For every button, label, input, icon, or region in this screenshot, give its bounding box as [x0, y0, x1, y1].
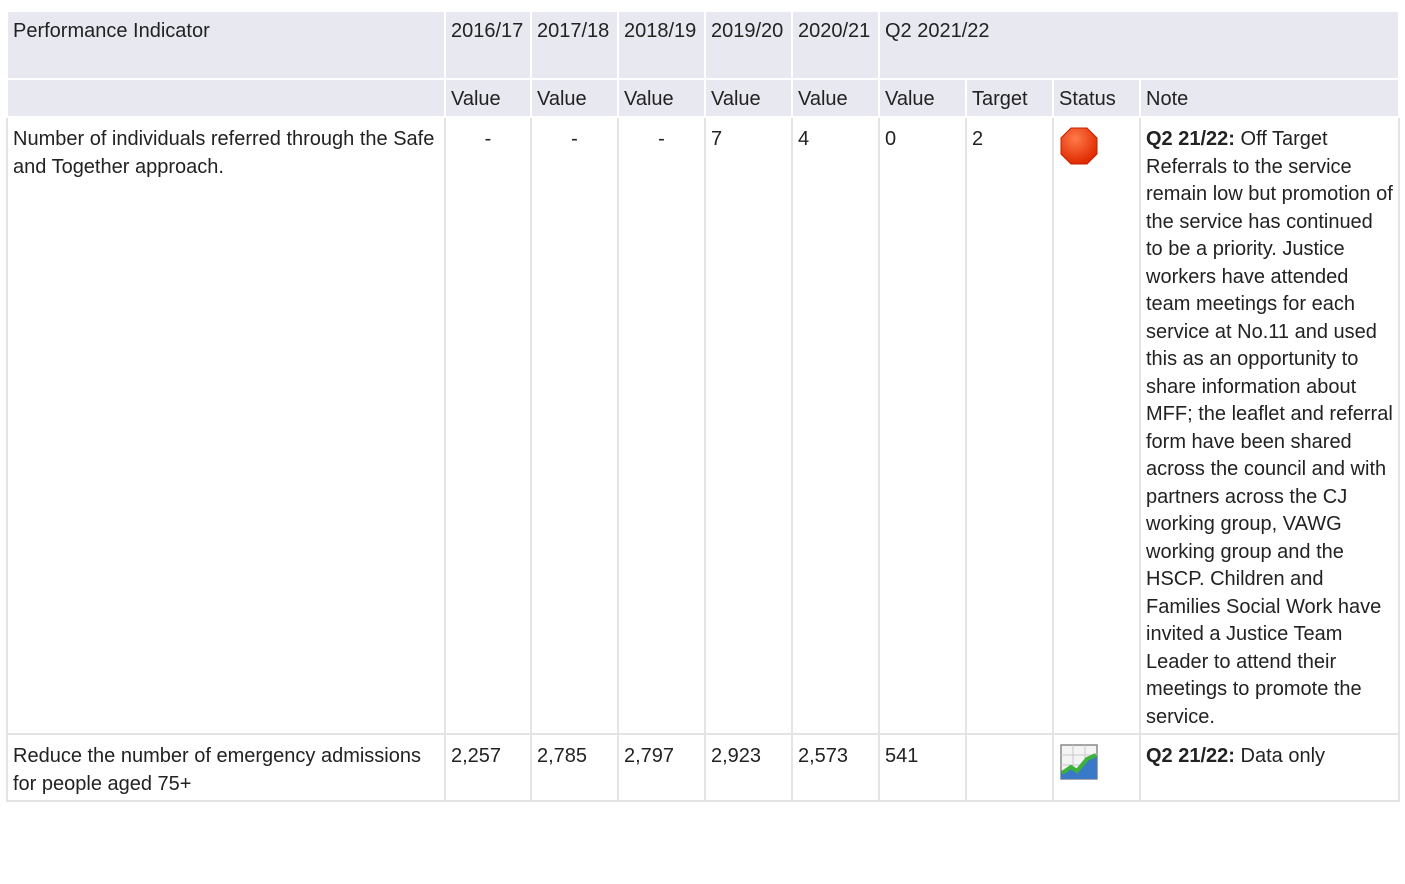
data-row: Number of individuals referred through t…: [6, 116, 1401, 735]
status-off-target-icon: [1060, 127, 1098, 165]
data-row: Reduce the number of emergency admission…: [6, 733, 1401, 802]
value: -: [530, 116, 619, 735]
value: 2,785: [530, 733, 619, 802]
subheader: Status: [1052, 78, 1141, 118]
period-header: 2016/17: [444, 10, 532, 80]
value: 7: [704, 116, 793, 735]
performance-table: Performance Indicator 2016/17 2017/18 20…: [6, 10, 1401, 802]
subheader: Value: [530, 78, 619, 118]
subheader: Value: [704, 78, 793, 118]
subheader: Value: [617, 78, 706, 118]
indicator: Reduce the number of emergency admission…: [6, 733, 446, 802]
value: 2,573: [791, 733, 880, 802]
indicator: Number of individuals referred through t…: [6, 116, 446, 735]
value: 2,923: [704, 733, 793, 802]
note: Q2 21/22: Off Target Referrals to the se…: [1138, 116, 1401, 735]
subheader-row: Value Value Value Value Value Value Targ…: [6, 78, 1401, 118]
note-text: Off Target Referrals to the service rema…: [1146, 128, 1393, 728]
value: 0: [878, 116, 967, 735]
subheader: Value: [444, 78, 532, 118]
target: [965, 733, 1054, 802]
note-label: Q2 21/22:: [1146, 128, 1235, 150]
subheader: Value: [791, 78, 880, 118]
status-data-only-icon: [1060, 744, 1098, 780]
header-row: Performance Indicator 2016/17 2017/18 20…: [6, 10, 1401, 80]
period-header: 2018/19: [617, 10, 706, 80]
note: Q2 21/22: Data only: [1138, 733, 1401, 802]
period-header: 2017/18: [530, 10, 619, 80]
empty-header: [6, 78, 446, 118]
period-header: Q2 2021/22: [877, 10, 1401, 80]
subheader: Value: [878, 78, 967, 118]
target: 2: [965, 116, 1054, 735]
subheader: Note: [1138, 78, 1401, 118]
subheader: Target: [965, 78, 1054, 118]
status: [1052, 733, 1141, 802]
indicator-header: Performance Indicator: [6, 10, 446, 80]
value: 541: [878, 733, 967, 802]
period-header: 2019/20: [704, 10, 793, 80]
note-text: Data only: [1240, 745, 1326, 767]
note-label: Q2 21/22:: [1146, 745, 1235, 767]
value: -: [617, 116, 706, 735]
period-header: 2020/21: [791, 10, 880, 80]
value: 2,257: [444, 733, 532, 802]
value: -: [444, 116, 532, 735]
value: 4: [791, 116, 880, 735]
status: [1052, 116, 1141, 735]
value: 2,797: [617, 733, 706, 802]
